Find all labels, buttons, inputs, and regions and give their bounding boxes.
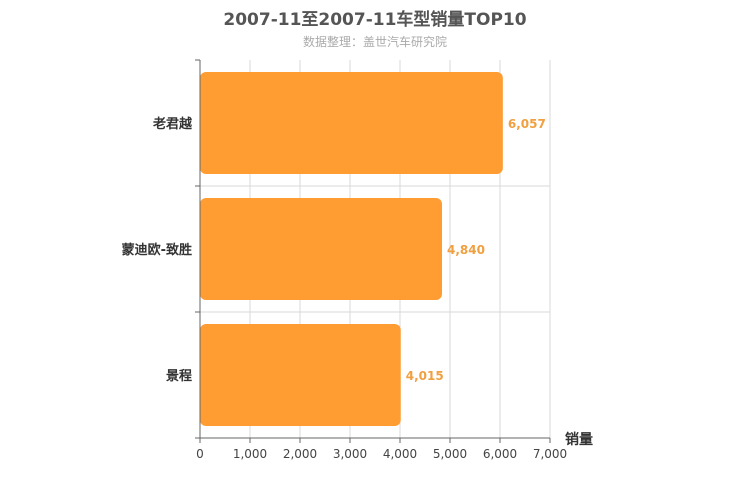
- category-label: 蒙迪欧-致胜: [122, 242, 192, 258]
- x-tick-label: 5,000: [433, 447, 467, 461]
- category-label: 老君越: [152, 116, 193, 132]
- bar: [200, 71, 503, 175]
- value-label: 4,015: [406, 369, 444, 383]
- chart-subtitle: 数据整理：盖世汽车研究院: [302, 35, 447, 49]
- x-tick-label: 3,000: [333, 447, 367, 461]
- bar: [200, 323, 401, 427]
- x-tick-label: 7,000: [533, 447, 567, 461]
- x-tick-label: 4,000: [383, 447, 417, 461]
- x-tick-label: 2,000: [283, 447, 317, 461]
- value-label: 6,057: [508, 117, 546, 131]
- chart-title: 2007-11至2007-11车型销量TOP10: [223, 10, 527, 30]
- x-axis-title: 销量: [565, 431, 593, 448]
- x-tick-label: 0: [196, 447, 204, 461]
- bar: [200, 197, 442, 301]
- x-tick-label: 1,000: [233, 447, 267, 461]
- x-tick-label: 6,000: [483, 447, 517, 461]
- category-label: 景程: [166, 369, 192, 384]
- value-label: 4,840: [447, 243, 485, 257]
